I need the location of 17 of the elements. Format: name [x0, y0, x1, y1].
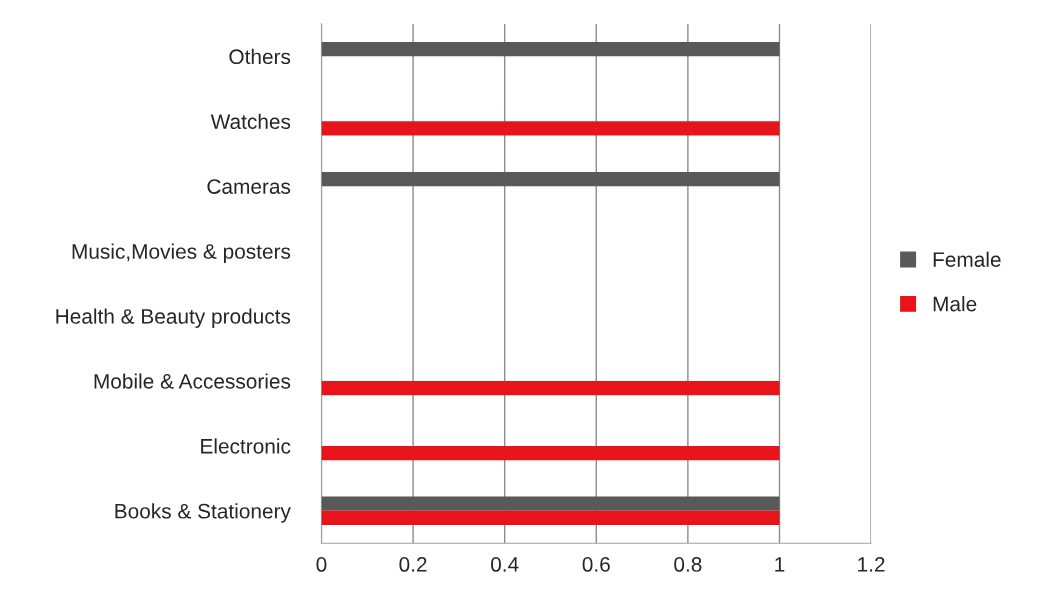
y-tick-label: Cameras: [207, 179, 291, 194]
x-tick-label: 0: [316, 557, 327, 572]
y-tick-label: Books & Stationery: [115, 503, 291, 523]
y-tick-label: Others: [229, 48, 291, 65]
x-tick-label: 0.8: [674, 557, 702, 572]
x-tick-label: 0.2: [399, 557, 427, 572]
x-tick-label: 0.6: [582, 557, 610, 572]
y-tick-label: Watches: [210, 113, 291, 130]
y-tick-label: Music,Movies & posters: [72, 243, 291, 263]
x-tick-label: 1.2: [858, 557, 885, 572]
x-tick-label: 0.4: [491, 557, 519, 572]
y-tick-label: Health & Beauty products: [56, 308, 291, 328]
legend-label: Female: [933, 251, 1001, 267]
x-tick-label: 1: [775, 557, 785, 572]
y-tick-label: Electronic: [201, 438, 291, 454]
legend-label: Male: [933, 296, 977, 312]
y-tick-label: Mobile & Accessories: [94, 373, 291, 389]
